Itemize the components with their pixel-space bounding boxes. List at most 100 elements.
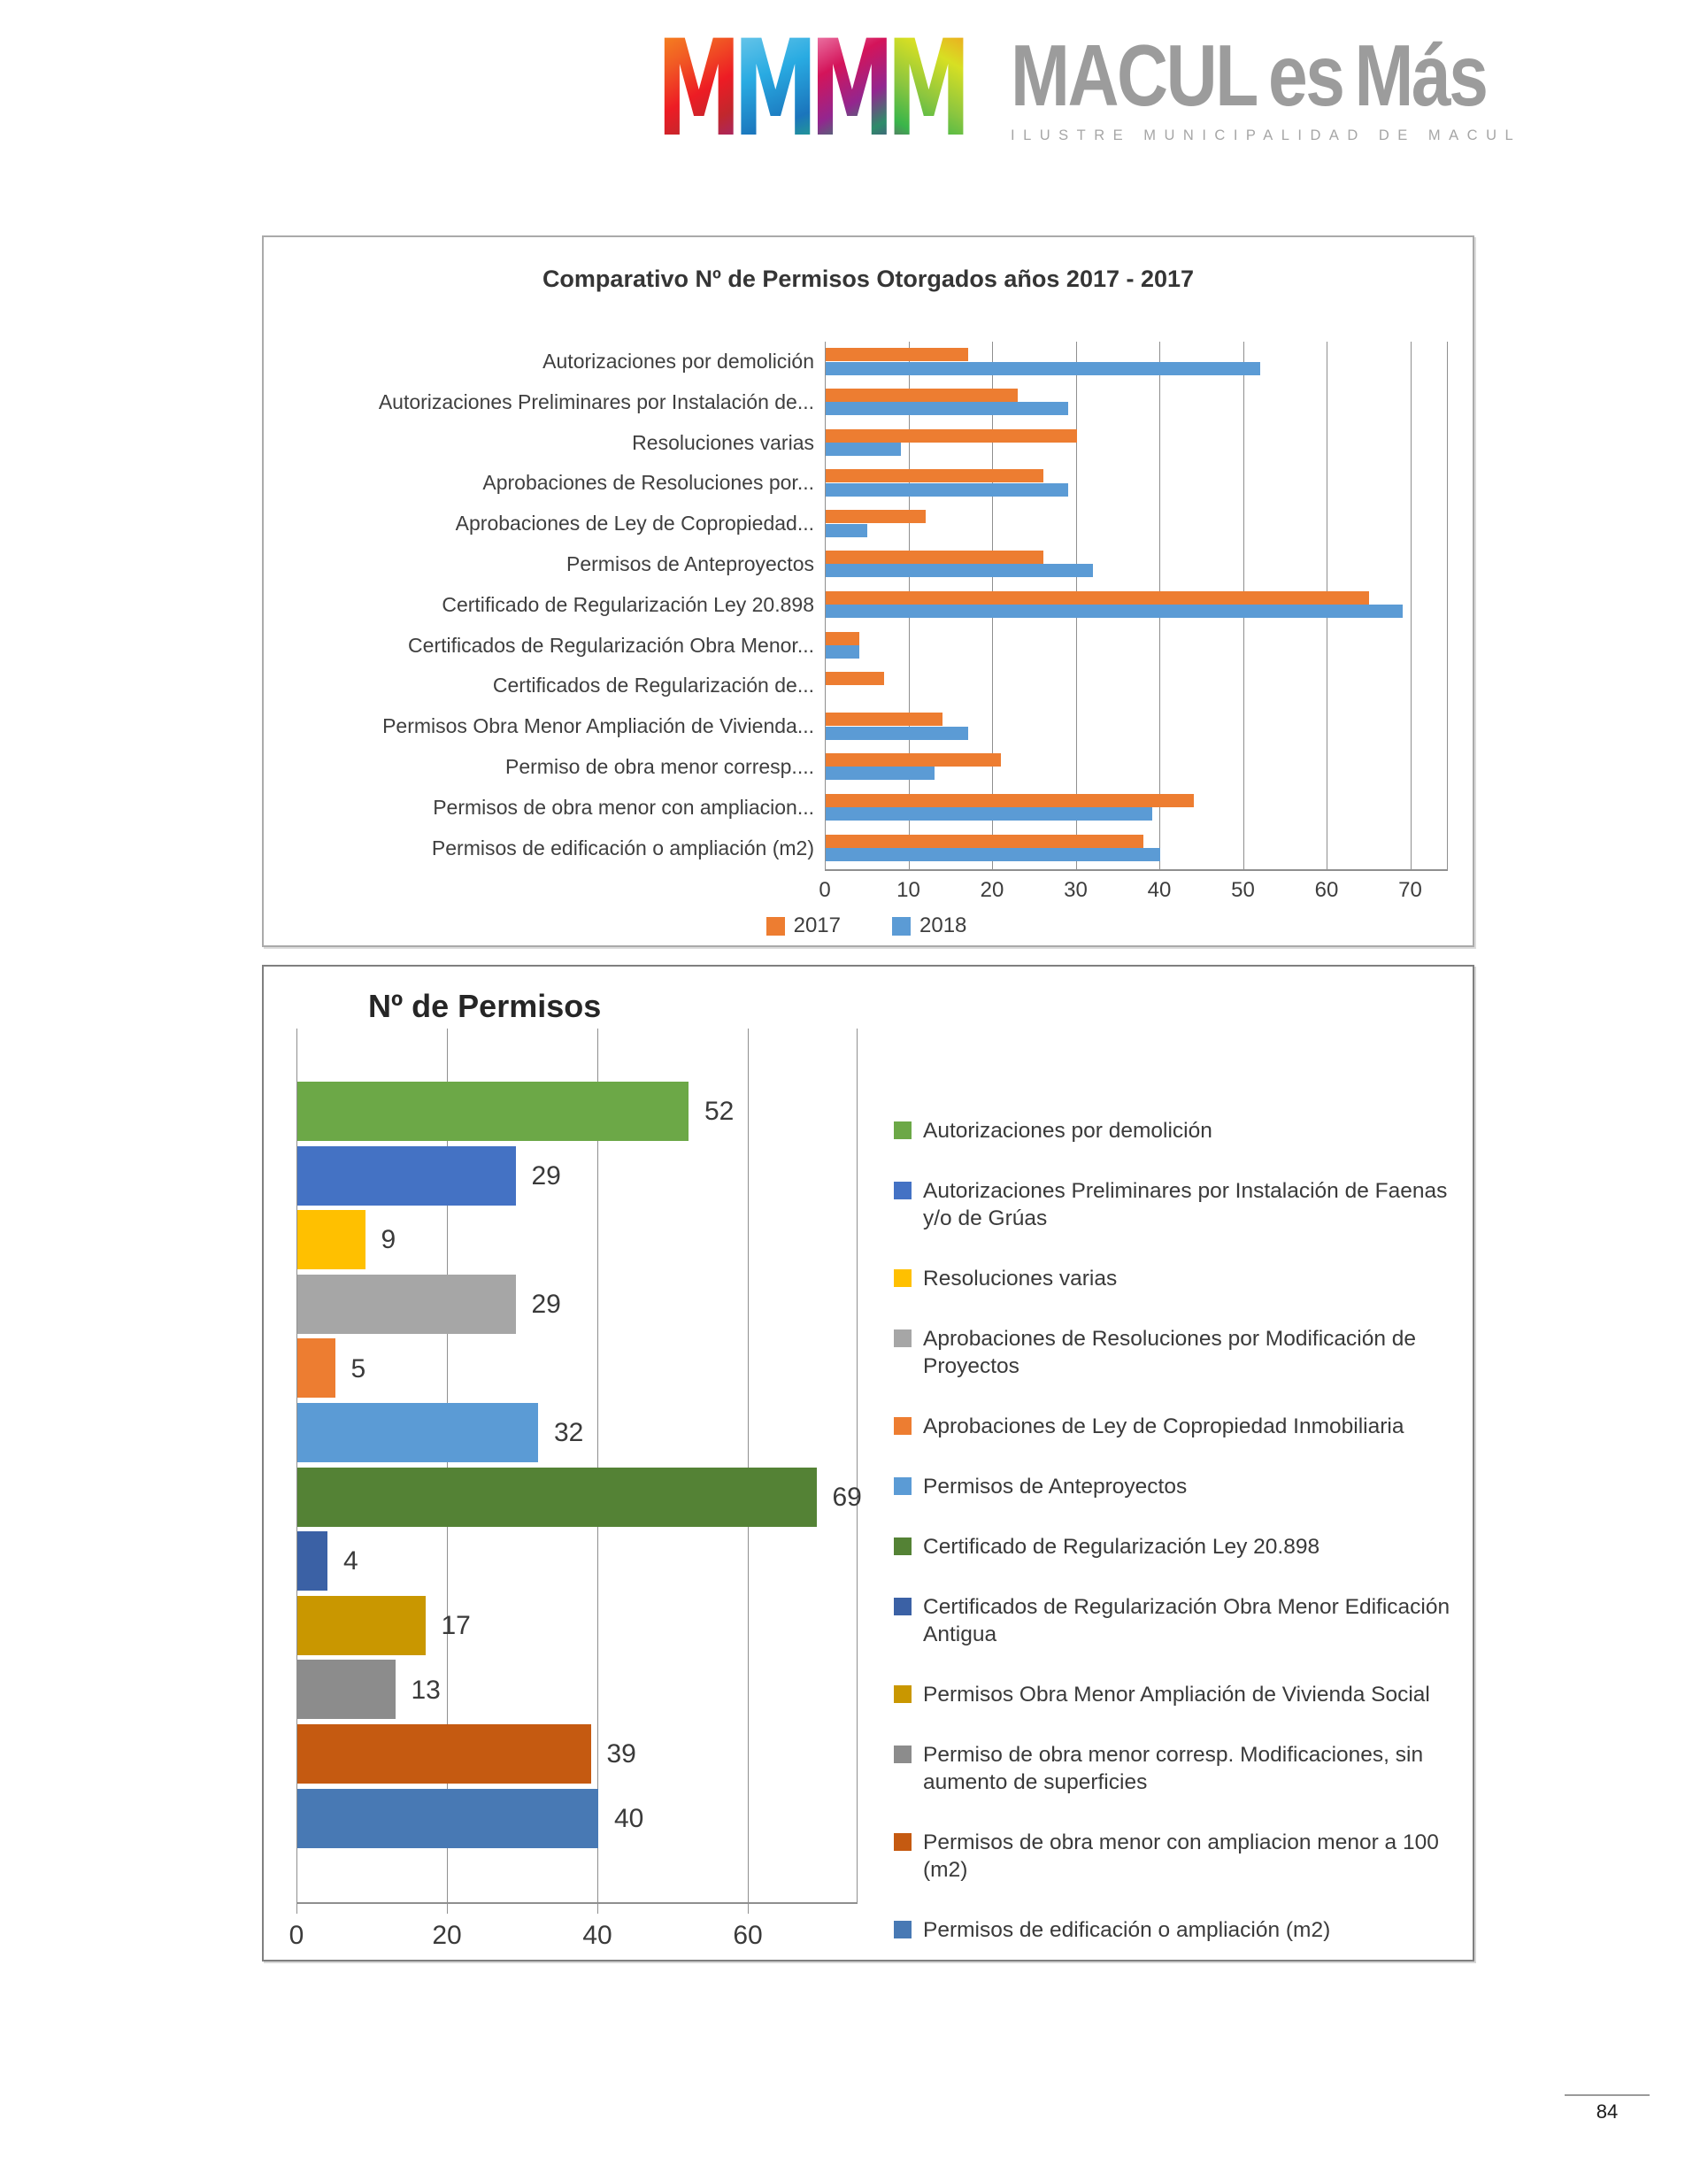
chart1-gridline	[1410, 342, 1412, 869]
chart2-bar-row: 39	[297, 1722, 1094, 1787]
comparative-permits-chart: Comparativo Nº de Permisos Otorgados año…	[262, 235, 1474, 947]
chart1-category-row: Aprobaciones de Ley de Copropiedad...	[264, 504, 1469, 544]
chart2-bar	[297, 1338, 335, 1399]
logo-letter-m2: M	[733, 12, 819, 166]
chart1-category-label: Permisos de Anteproyectos	[566, 551, 814, 575]
chart1-bar-2018	[826, 564, 1094, 578]
chart1-bar-2018	[826, 645, 859, 659]
chart1-bar-group	[825, 788, 1448, 828]
chart2-legend-item: Aprobaciones de Resoluciones por Modific…	[894, 1325, 1457, 1380]
chart1-bar-2017	[826, 469, 1043, 483]
chart1-bar-2018	[826, 402, 1069, 416]
chart2-legend-item: Permisos de Anteproyectos	[894, 1473, 1457, 1500]
legend-swatch	[894, 1746, 912, 1763]
chart1-category-label: Aprobaciones de Resoluciones por...	[482, 471, 814, 495]
chart1-category-row: Certificado de Regularización Ley 20.898	[264, 585, 1469, 626]
chart1-axis-tick-label: 60	[1314, 878, 1339, 902]
chart1-bar-group	[825, 706, 1448, 747]
chart2-gridline	[447, 1029, 448, 1902]
chart2-legend-item: Permiso de obra menor corresp. Modificac…	[894, 1741, 1457, 1796]
legend-swatch	[894, 1121, 912, 1139]
chart1-bar-group	[825, 626, 1448, 667]
chart2-value-label: 5	[350, 1353, 366, 1383]
chart1-bar-2018	[826, 726, 968, 740]
municipality-logo: MMMM MACUL es Más ILUSTRE MUNICIPALIDAD DE…	[657, 23, 1590, 156]
chart1-axis-tick-label: 20	[980, 878, 1004, 902]
brand-title: MACUL es Más	[1011, 32, 1489, 119]
chart1-bar-group	[825, 747, 1448, 788]
chart1-rows: Autorizaciones por demolición Autorizacio…	[264, 342, 1469, 868]
chart1-bar-2017	[826, 672, 885, 686]
chart2-legend-item: Resoluciones varias	[894, 1265, 1457, 1292]
chart1-bar-group	[825, 423, 1448, 464]
chart2-bar	[297, 1467, 817, 1527]
permits-count-chart: Nº de Permisos 52 29 9 29 5 32 69 4 17 13 39 40 0 20…	[262, 965, 1474, 1961]
chart2-axis-tick-label: 20	[432, 1921, 462, 1950]
chart1-axis-tick-label: 0	[819, 878, 831, 902]
chart2-legend-item: Aprobaciones de Ley de Copropiedad Inmob…	[894, 1413, 1457, 1440]
chart2-bar-row: 69	[297, 1466, 1094, 1530]
chart2-value-label: 29	[531, 1160, 561, 1191]
chart1-category-label: Permiso de obra menor corresp....	[505, 754, 814, 778]
chart1-bar-2017	[826, 793, 1194, 807]
chart1-bar-group	[825, 382, 1448, 423]
chart2-value-label: 13	[411, 1675, 441, 1705]
legend-swatch	[894, 1598, 912, 1615]
chart2-axis-tick-label: 60	[733, 1921, 763, 1950]
chart2-legend: Autorizaciones por demolición Autorizacio…	[894, 1117, 1457, 1944]
chart1-legend: 2017 2018	[264, 913, 1469, 938]
chart1-bar-group	[825, 666, 1448, 706]
legend-label: Permisos de edificación o ampliación (m2…	[923, 1918, 1331, 1942]
legend-label: Permisos Obra Menor Ampliación de Vivien…	[923, 1683, 1430, 1707]
chart1-category-row: Autorizaciones Preliminares por Instalac…	[264, 382, 1469, 423]
chart1-category-label: Certificados de Regularización Obra Meno…	[408, 633, 814, 657]
chart1-bar-group	[825, 504, 1448, 544]
chart1-category-row: Autorizaciones por demolición	[264, 342, 1469, 382]
chart2-value-label: 29	[531, 1290, 561, 1320]
legend-label: 2017	[793, 913, 841, 937]
legend-label: Certificados de Regularización Obra Meno…	[923, 1595, 1450, 1646]
chart1-bar-2018	[826, 767, 935, 781]
chart2-gridline	[748, 1029, 749, 1902]
chart1-category-label: Permisos de edificación o ampliación (m2…	[431, 836, 814, 859]
legend-label: Aprobaciones de Resoluciones por Modific…	[923, 1327, 1417, 1378]
chart1-bar-2017	[826, 550, 1043, 564]
legend-swatch	[894, 1269, 912, 1287]
legend-swatch	[894, 1537, 912, 1555]
brand-subtitle: ILUSTRE MUNICIPALIDAD DE MACUL	[1011, 127, 1522, 143]
chart2-bar-row: 32	[297, 1401, 1094, 1466]
chart2-title: Nº de Permisos	[368, 988, 602, 1024]
chart1-axis-tick-label: 40	[1147, 878, 1172, 902]
chart1-category-label: Permisos Obra Menor Ampliación de Vivien…	[382, 714, 814, 738]
chart2-legend-item: Autorizaciones por demolición	[894, 1117, 1457, 1144]
chart1-title: Comparativo Nº de Permisos Otorgados año…	[542, 266, 1195, 292]
chart1-bar-group	[825, 828, 1448, 869]
chart2-bar-row: 40	[297, 1787, 1094, 1852]
chart2-value-label: 52	[704, 1097, 735, 1127]
chart1-bar-2018	[826, 807, 1152, 821]
chart2-bar-row: 17	[297, 1594, 1094, 1659]
chart1-bar-2017	[826, 388, 1019, 402]
chart2-legend-item: Permisos de edificación o ampliación (m2…	[894, 1916, 1457, 1944]
legend-label: Autorizaciones por demolición	[923, 1119, 1212, 1143]
legend-swatch	[894, 1685, 912, 1703]
chart2-bar-row: 4	[297, 1530, 1094, 1594]
chart1-bar-2017	[826, 752, 1002, 767]
chart1-bar-2018	[826, 482, 1069, 497]
brand-block: MACUL es Más ILUSTRE MUNICIPALIDAD DE MACU…	[1011, 32, 1590, 144]
legend-label: Resoluciones varias	[923, 1267, 1118, 1291]
chart2-bar-row: 29	[297, 1144, 1094, 1209]
legend-label: Autorizaciones Preliminares por Instalac…	[923, 1179, 1448, 1230]
chart2-value-label: 39	[606, 1739, 636, 1769]
chart1-bar-group	[825, 463, 1448, 504]
chart2-legend-item: Certificados de Regularización Obra Meno…	[894, 1593, 1457, 1648]
logo-letter-m1: M	[657, 12, 742, 166]
legend-swatch	[894, 1417, 912, 1435]
legend-swatch-2017	[766, 916, 785, 936]
chart1-bar-2017	[826, 428, 1077, 443]
chart1-bar-2017	[826, 590, 1370, 605]
chart1-category-row: Permiso de obra menor corresp....	[264, 747, 1469, 788]
chart1-legend-item: 2017	[766, 913, 841, 938]
chart2-legend-item: Certificado de Regularización Ley 20.898	[894, 1533, 1457, 1561]
